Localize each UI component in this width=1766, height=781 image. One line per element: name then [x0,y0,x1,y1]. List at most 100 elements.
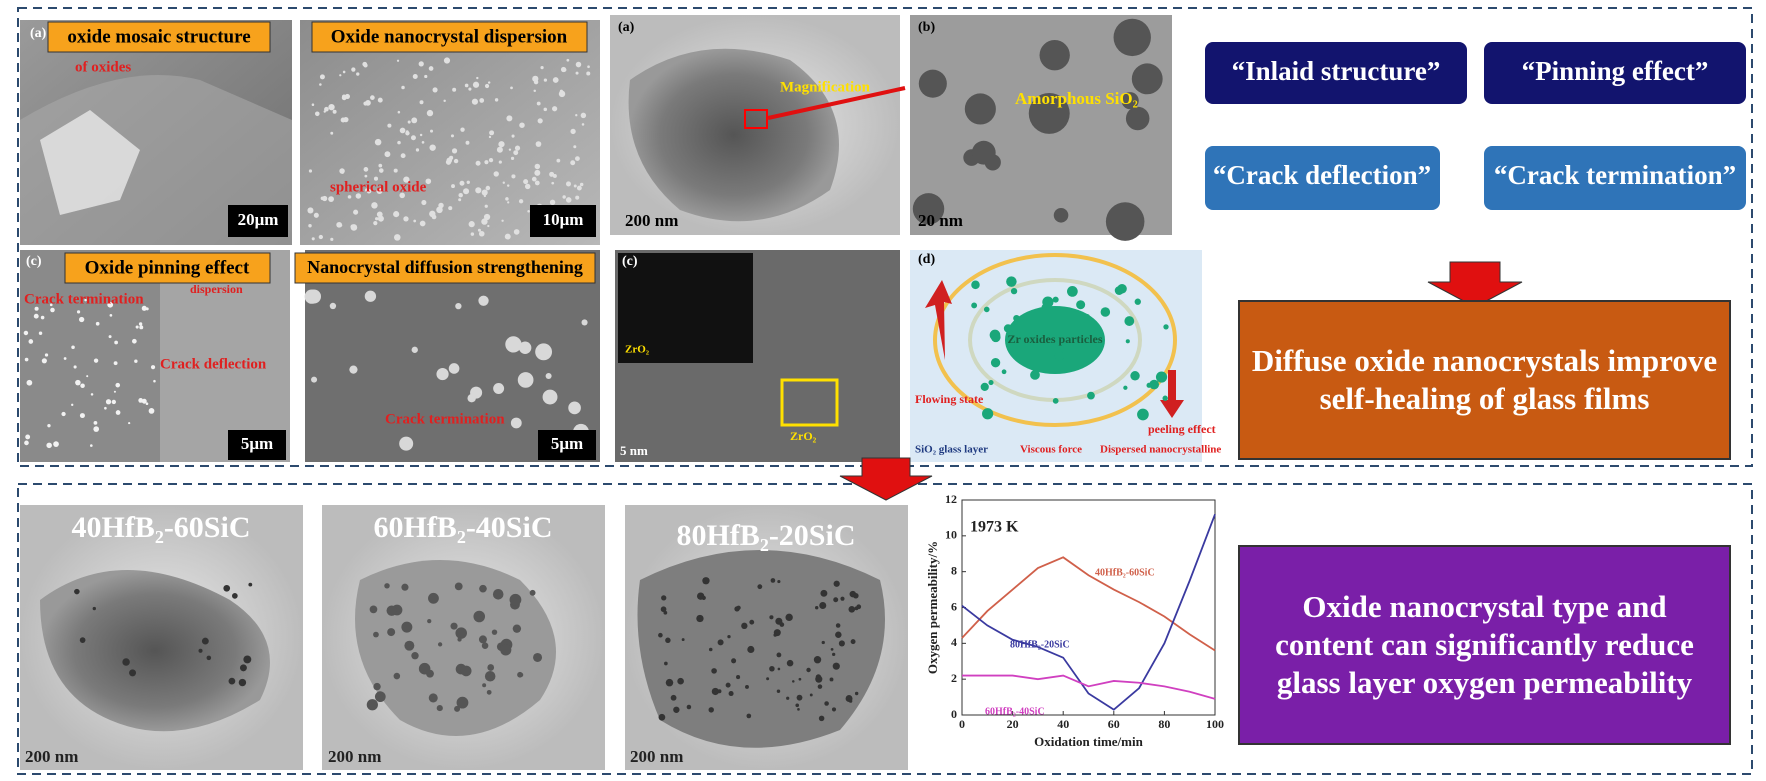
series-line [961,514,1216,711]
texture-dot [399,436,414,451]
texture-dot [840,596,845,601]
texture-dot [832,652,836,656]
texture-dot [141,305,147,311]
sem-texture [160,250,290,462]
x-tick-label: 20 [1007,717,1019,731]
texture-dot [576,185,582,191]
conclusion-box: Oxide nanocrystal type and content can s… [1238,545,1731,745]
texture-dot [375,217,379,221]
panel-letter: (d) [918,252,935,267]
texture-dot [115,410,121,415]
texture-dot [513,150,519,156]
texture-dot [792,680,795,683]
texture-dot [658,713,666,721]
texture-dot [397,110,401,114]
effect-button [1484,146,1746,210]
texture-dot [1003,324,1013,333]
texture-dot [777,667,781,671]
texture-dot [387,628,396,637]
texture-dot [95,321,100,326]
texture-dot [411,346,418,353]
texture-dot [400,153,406,159]
x-tick-label: 60 [1108,717,1120,731]
texture-dot [518,199,524,204]
texture-dot [139,325,144,330]
texture-dot [49,303,53,307]
tem-particle [628,48,839,222]
texture-dot [1054,351,1065,361]
texture-dot [418,662,431,675]
texture-dot [364,290,377,302]
texture-dot [498,160,502,164]
texture-dot [90,444,93,447]
texture-dot [355,193,362,199]
texture-dot [1091,345,1098,352]
x-axis-label: Oxidation time/min [1034,734,1143,749]
texture-dot [459,180,465,186]
texture-dot [328,103,335,111]
texture-dot [971,140,996,165]
annotation: peeling effect [1148,422,1216,436]
texture-dot [1006,276,1017,287]
down-arrow [1427,261,1523,308]
texture-dot [206,655,212,661]
texture-dot [511,134,515,138]
texture-dot [107,301,114,308]
annotation: Flowing state [915,392,984,406]
scale-label: 200 nm [328,747,381,766]
panel-letter: (a) [30,26,47,41]
texture-dot [736,675,741,680]
texture-dot [728,690,734,697]
texture-dot [430,129,434,133]
texture-dot [332,109,337,114]
texture-dot [918,69,947,98]
texture-dot [786,696,790,700]
texture-dot [363,101,368,106]
texture-dot [109,313,113,317]
title-tag [311,21,588,53]
texture-dot [393,234,401,241]
annotation: Crack termination [24,291,144,307]
texture-dot [479,584,487,593]
texture-dot [38,331,43,335]
texture-dot [496,146,503,153]
legend-label: SiO₂ glass layer [915,444,988,456]
texture-dot [436,705,443,712]
texture-dot [308,224,312,228]
title-tag [294,252,596,284]
texture-dot [33,313,39,319]
texture-dot [493,171,499,177]
scale-label: 200 nm [625,211,678,230]
texture-dot [736,605,741,610]
panel-title: oxide mosaic structure [67,26,250,47]
texture-dot [838,640,845,647]
texture-dot [1052,296,1059,303]
texture-dot [570,160,576,166]
texture-dot [581,123,585,126]
texture-dot [47,424,51,428]
annotation: Crack termination [385,411,505,427]
texture-dot [1039,40,1070,71]
series-label: 40HfB₂-60SiC [1095,567,1155,578]
texture-dot [534,169,541,176]
texture-dot [815,675,823,683]
texture-dot [773,633,777,637]
texture-dot [912,193,945,225]
texture-dot [717,639,724,646]
texture-dot [371,202,378,209]
texture-dot [551,181,555,185]
texture-dot [330,131,334,135]
scale-label: 200 nm [630,747,683,766]
texture-dot [122,658,130,666]
texture-dot [341,94,347,99]
texture-dot [424,74,428,79]
panel-letter: (b) [918,20,935,35]
texture-dot [510,417,522,429]
texture-dot [403,176,410,183]
texture-dot [373,682,381,691]
panel-title: Oxide nanocrystal dispersion [331,26,568,47]
texture-dot [529,589,536,596]
texture-dot [373,176,379,181]
down-arrow [839,457,933,501]
texture-dot [820,589,828,597]
